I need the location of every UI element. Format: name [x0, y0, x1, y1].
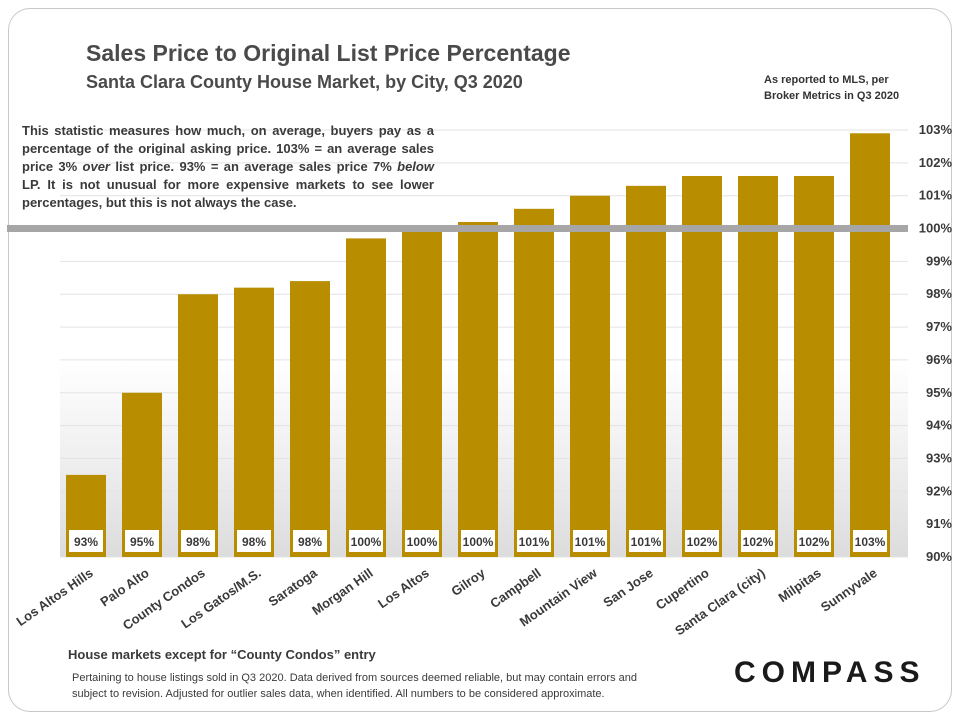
data-label-box [741, 530, 775, 552]
bar [682, 175, 722, 557]
y-tick-label: 103% [919, 122, 953, 137]
bar [850, 133, 890, 558]
data-label-box [349, 530, 383, 552]
bar [514, 208, 554, 558]
y-tick-label: 99% [926, 253, 952, 268]
data-label: 93% [74, 535, 98, 549]
note-text-1: This statistic measures how much, on ave… [22, 123, 434, 174]
data-label: 103% [855, 535, 886, 549]
y-tick-label: 98% [926, 286, 952, 301]
note-text-2: list price. 93% = an average sales price… [110, 159, 398, 174]
data-label: 98% [186, 535, 210, 549]
x-tick-label: Sunnyvale [818, 565, 880, 615]
data-label: 101% [575, 535, 606, 549]
data-labels: 93% 95% 98% 98% 98% 100% 100% 100% 101% 101% 101% 1… [69, 530, 887, 552]
data-label: 98% [242, 535, 266, 549]
bar [794, 175, 834, 557]
bar [122, 392, 162, 557]
y-tick-label: 91% [926, 516, 952, 531]
data-label-box [461, 530, 495, 552]
y-axis: 90% 91% 92% 93% 94% 95% 96% 97% 98% 99% 100% 101% 10… [919, 122, 953, 564]
note-text-3: LP. It is not unusual for more expensive… [22, 177, 434, 210]
bar [570, 195, 610, 557]
data-label-box [293, 530, 327, 552]
x-tick-label: Milpitas [775, 565, 823, 605]
x-tick-label: San Jose [600, 565, 655, 610]
data-label: 102% [687, 535, 718, 549]
y-tick-label: 90% [926, 549, 952, 564]
data-label-box [69, 530, 103, 552]
compass-logo: COMPASS [734, 656, 926, 689]
source-note: As reported to MLS, per Broker Metrics i… [764, 72, 934, 104]
data-label: 100% [351, 535, 382, 549]
data-label: 102% [743, 535, 774, 549]
footer-line-2: subject to revision. Adjusted for outlie… [72, 688, 605, 700]
source-line-2: Broker Metrics in Q3 2020 [764, 90, 900, 102]
chart-subtitle: Santa Clara County House Market, by City… [86, 72, 523, 92]
bar [346, 238, 386, 557]
y-tick-label: 93% [926, 450, 952, 465]
data-label-box [181, 530, 215, 552]
y-tick-label: 96% [926, 352, 952, 367]
data-label-box [685, 530, 719, 552]
data-label-box [125, 530, 159, 552]
data-label-box [517, 530, 551, 552]
x-tick-label: Morgan Hill [309, 565, 376, 618]
explanation-note: This statistic measures how much, on ave… [22, 122, 434, 212]
data-label: 101% [631, 535, 662, 549]
bar [458, 221, 498, 557]
data-label-box [853, 530, 887, 552]
footer-line-1: Pertaining to house listings sold in Q3 … [72, 672, 637, 684]
data-label: 102% [799, 535, 830, 549]
y-tick-label: 102% [919, 155, 953, 170]
data-label: 95% [130, 535, 154, 549]
source-line-1: As reported to MLS, per [764, 74, 889, 86]
data-label-box [573, 530, 607, 552]
chart-title: Sales Price to Original List Price Perce… [86, 40, 571, 66]
y-tick-label: 97% [926, 319, 952, 334]
bar [738, 175, 778, 557]
bar [626, 185, 666, 558]
y-tick-label: 95% [926, 385, 952, 400]
note-emphasis-below: below [397, 159, 434, 174]
data-label: 100% [463, 535, 494, 549]
note-emphasis-over: over [82, 159, 110, 174]
data-label: 100% [407, 535, 438, 549]
x-tick-label: Los Altos Hills [14, 565, 96, 629]
bar [178, 294, 218, 557]
y-tick-label: 92% [926, 483, 952, 498]
data-label-box [797, 530, 831, 552]
data-label-box [237, 530, 271, 552]
y-tick-label: 94% [926, 418, 952, 433]
data-label-box [629, 530, 663, 552]
y-tick-label: 101% [919, 188, 953, 203]
x-tick-label: Los Altos [375, 565, 432, 611]
data-label: 101% [519, 535, 550, 549]
bar [290, 281, 330, 557]
axis-caption: House markets except for “County Condos”… [68, 647, 376, 662]
bar [402, 231, 442, 558]
bars [66, 133, 890, 558]
data-label: 98% [298, 535, 322, 549]
footer-disclaimer: Pertaining to house listings sold in Q3 … [72, 670, 712, 702]
x-tick-label: Gilroy [448, 565, 488, 599]
y-tick-label: 100% [919, 221, 953, 236]
bar [234, 287, 274, 557]
data-label-box [405, 530, 439, 552]
